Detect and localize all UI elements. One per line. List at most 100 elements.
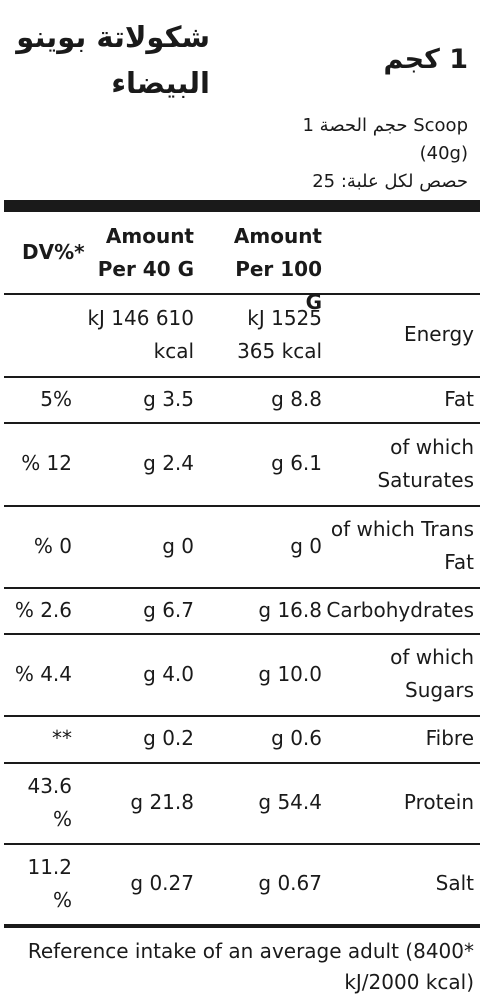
row-dv: 11.2%	[10, 851, 72, 917]
row-name-line: Saturates	[377, 467, 474, 492]
row-name: Protein	[326, 786, 474, 819]
row-per40-line: g 4.0	[143, 661, 194, 686]
reference-intake-note: Reference intake of an average adult (84…	[4, 936, 474, 998]
row-dv-line: % 0	[33, 533, 72, 558]
per40-header-line1: Amount	[105, 224, 194, 248]
row-name-line: of which Trans	[330, 517, 474, 541]
row-dv-line: %	[52, 887, 72, 912]
row-per100-line: g 54.4	[258, 790, 322, 814]
product-title-line2: البيضاء	[111, 66, 210, 100]
row-dv-line: % 4.4	[14, 661, 72, 686]
row-per100: g 8.8	[202, 383, 322, 416]
per40-header: Amount Per 40 G	[82, 220, 194, 286]
row-per40: g 0.27	[72, 867, 194, 900]
row-name-line: Salt	[435, 871, 474, 895]
product-title: شكولاتة بوينو البيضاء	[0, 14, 210, 106]
row-dv: 43.6%	[10, 770, 72, 836]
row-per40-line: g 3.5	[143, 386, 194, 411]
row-name: of which Trans Fat	[326, 513, 474, 579]
row-per40: g 0.2	[72, 722, 194, 755]
row-name: Salt	[326, 867, 474, 900]
row-per100-line: g 8.8	[271, 386, 322, 411]
row-dv-line: % 12	[21, 451, 72, 475]
row-dv-line: 11.2	[27, 854, 72, 879]
row-name-line: of which	[390, 645, 474, 669]
row-per100: g 6.1	[202, 447, 322, 480]
row-per40: g 3.5	[72, 383, 194, 416]
row-per100: g 0	[202, 530, 322, 563]
row-divider	[4, 843, 480, 845]
row-name-line: Fat	[444, 386, 474, 411]
row-per40-line: kcal	[153, 338, 194, 363]
row-dv: **	[10, 722, 72, 755]
row-per100: g 54.4	[202, 786, 322, 819]
row-divider	[4, 505, 480, 507]
row-per100: g 10.0	[202, 658, 322, 691]
row-per100-line: g 0.6	[271, 726, 322, 750]
row-name: Fat	[326, 383, 474, 416]
per100-header-line2: Per 100 G	[235, 257, 322, 314]
row-per40: g 2.4	[72, 447, 194, 480]
row-per40-line: g 21.8	[130, 790, 194, 814]
row-divider	[4, 715, 480, 717]
row-per40-line: g 0.27	[130, 871, 194, 895]
row-per40-line: g 0.2	[143, 726, 194, 750]
row-per100: g 0.67	[202, 867, 322, 900]
row-per40: g 4.0	[72, 658, 194, 691]
row-divider	[4, 762, 480, 764]
row-per100-line: g 0.67	[258, 871, 322, 895]
row-per100-line: g 16.8	[258, 597, 322, 622]
row-per100: g 0.6	[202, 722, 322, 755]
row-per40-line: kJ 146 610	[87, 305, 194, 330]
row-dv: % 0	[10, 530, 72, 563]
row-divider	[4, 422, 480, 424]
reference-intake-line1: Reference intake of an average adult (84…	[27, 939, 474, 963]
table-bottom-rule	[4, 924, 480, 928]
row-dv-line: %	[52, 806, 72, 831]
row-name-line: of which	[390, 434, 474, 459]
row-divider	[4, 633, 480, 635]
row-name: of which Saturates	[326, 431, 474, 497]
row-name: Energy	[326, 318, 474, 351]
product-weight: 1 كجم	[383, 44, 468, 75]
row-name: Fibre	[326, 722, 474, 755]
row-name: Carbohydrates	[326, 594, 474, 627]
row-per40-line: g 0	[162, 533, 194, 558]
per40-header-line2: Per 40 G	[97, 257, 194, 281]
reference-intake-line2: kJ/2000 kcal)	[344, 970, 474, 994]
row-per100: kJ 1525 365 kcal	[202, 302, 322, 368]
row-per40: g 0	[72, 530, 194, 563]
row-per100-line: g 6.1	[271, 451, 322, 475]
row-dv-line: 5%	[40, 386, 72, 411]
row-name-line: Energy	[403, 322, 474, 346]
per100-header-line1: Amount	[233, 224, 322, 248]
row-divider	[4, 587, 480, 589]
row-per100-line: kJ 1525	[247, 305, 322, 330]
row-name-line: Sugars	[405, 678, 474, 702]
row-per100-line: g 0	[290, 533, 322, 558]
row-per40: g 6.7	[72, 594, 194, 627]
row-name-line: Fat	[444, 550, 474, 574]
row-per40: kJ 146 610 kcal	[72, 302, 194, 368]
row-per100: g 16.8	[202, 594, 322, 627]
servings-per-pack: حصص لكل علبة: 25	[312, 171, 468, 192]
table-top-rule	[4, 200, 480, 212]
row-dv: 5%	[10, 383, 72, 416]
row-per40: g 21.8	[72, 786, 194, 819]
row-dv: % 12	[10, 447, 72, 480]
product-title-line1: شكولاتة بوينو	[16, 20, 210, 54]
row-dv: % 2.6	[10, 594, 72, 627]
row-divider	[4, 376, 480, 378]
row-dv-line: **	[52, 726, 72, 750]
serving-size-line2: (40g)	[419, 143, 468, 164]
serving-size-line1: حجم الحصة 1 Scoop	[302, 115, 469, 136]
row-per100-line: 365 kcal	[237, 338, 322, 363]
dv-header: DV%*	[22, 240, 85, 264]
row-per40-line: g 2.4	[143, 451, 194, 475]
row-name-line: Fibre	[425, 726, 474, 750]
row-name: of which Sugars	[326, 641, 474, 707]
serving-info: حجم الحصة 1 Scoop (40g) حصص لكل علبة: 25	[168, 112, 469, 196]
row-dv-line: 43.6	[27, 773, 72, 798]
per100-header: Amount Per 100 G	[212, 220, 322, 319]
row-dv: % 4.4	[10, 658, 72, 691]
